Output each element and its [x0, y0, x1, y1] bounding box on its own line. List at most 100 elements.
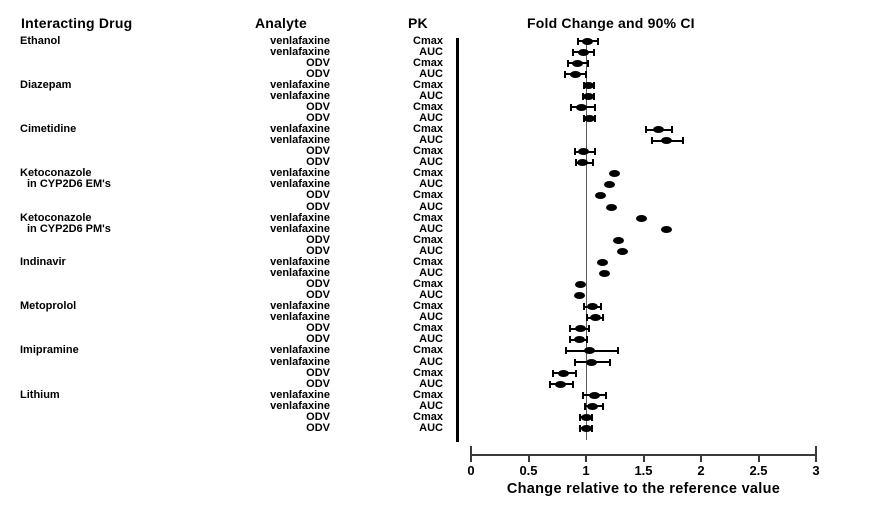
x-axis-tick-label: 3 [812, 463, 820, 478]
analyte-label: ODV [306, 145, 330, 158]
pk-label: Cmax [413, 366, 443, 379]
analyte-label: venlafaxine [270, 45, 330, 58]
analyte-label: ODV [306, 200, 330, 213]
point-estimate-marker [573, 292, 585, 300]
ci-cap-right [594, 103, 597, 111]
analyte-label: venlafaxine [270, 300, 330, 313]
point-estimate-marker [580, 413, 592, 421]
point-estimate-marker [612, 236, 624, 244]
analyte-label: ODV [306, 289, 330, 302]
pk-label: Cmax [413, 233, 443, 246]
drug-label: in CYP2D6 PM's [27, 222, 111, 235]
point-estimate-marker [572, 59, 584, 67]
ci-cap-right [572, 380, 575, 388]
pk-label: Cmax [413, 255, 443, 268]
ci-cap-right [602, 402, 605, 410]
pk-label: AUC [419, 67, 443, 80]
ci-cap-right [593, 92, 596, 100]
ci-cap-right [585, 70, 587, 78]
ci-cap-left [583, 402, 586, 410]
point-estimate-marker [573, 336, 585, 344]
pk-label: Cmax [413, 410, 443, 423]
ci-cap-left [650, 137, 653, 145]
point-estimate-marker [570, 70, 582, 78]
point-estimate-marker [587, 402, 599, 410]
ci-cap-right [593, 81, 596, 89]
x-axis-tick [642, 454, 645, 462]
pk-label: AUC [419, 222, 443, 235]
analyte-label: venlafaxine [270, 34, 330, 47]
drug-label: Ethanol [20, 34, 61, 47]
ci-cap-left [549, 380, 552, 388]
point-estimate-marker [583, 114, 595, 122]
x-axis-tick-label: 2.5 [749, 463, 768, 478]
point-estimate-marker [588, 391, 600, 399]
x-axis-tick [470, 454, 472, 462]
ci-cap-left [581, 391, 584, 399]
analyte-label: venlafaxine [270, 344, 330, 357]
point-estimate-marker [661, 225, 672, 233]
drug-label: Metoprolol [20, 300, 77, 313]
analyte-label: ODV [306, 233, 330, 246]
point-estimate-marker [609, 170, 621, 178]
point-estimate-marker [574, 281, 586, 289]
point-estimate-marker [557, 369, 569, 377]
point-estimate-marker [582, 92, 594, 100]
pk-label: AUC [419, 377, 443, 390]
analyte-label: ODV [306, 333, 330, 346]
pk-label: AUC [419, 289, 443, 302]
analyte-label: venlafaxine [270, 123, 330, 136]
point-estimate-marker [596, 258, 608, 266]
ci-cap-left [568, 325, 571, 333]
pk-label: Cmax [413, 344, 443, 357]
analyte-label: ODV [306, 366, 330, 379]
pk-label: AUC [419, 45, 443, 58]
analyte-label: venlafaxine [270, 78, 330, 91]
ci-cap-right [591, 159, 594, 167]
x-axis-tick [585, 454, 587, 462]
pk-label: Cmax [413, 100, 443, 113]
ci-cap-left [572, 48, 575, 56]
drug-label: Ketoconazole [20, 211, 92, 224]
point-estimate-marker [595, 192, 607, 200]
ci-cap-right [604, 391, 607, 399]
analyte-label: venlafaxine [270, 311, 330, 324]
x-axis-end-tick [470, 446, 472, 454]
point-estimate-marker [583, 347, 595, 355]
analyte-label: ODV [306, 410, 330, 423]
ci-cap-right [593, 48, 596, 56]
pk-label: Cmax [413, 211, 443, 224]
ci-cap-left [581, 92, 584, 100]
analyte-label: venlafaxine [270, 178, 330, 191]
point-estimate-marker [582, 81, 594, 89]
x-axis-tick [527, 454, 530, 462]
pk-label: AUC [419, 266, 443, 279]
ci-cap-right [596, 37, 599, 45]
drug-label: Imipramine [20, 344, 79, 357]
pk-label: Cmax [413, 278, 443, 291]
point-estimate-marker [661, 137, 672, 145]
pk-label: AUC [419, 178, 443, 191]
analyte-label: venlafaxine [270, 355, 330, 368]
drug-label: in CYP2D6 EM's [27, 178, 111, 191]
pk-label: Cmax [413, 322, 443, 335]
column-header-interacting-drug: Interacting Drug [21, 15, 133, 31]
pk-label: AUC [419, 200, 443, 213]
ci-cap-left [574, 159, 577, 167]
pk-label: AUC [419, 134, 443, 147]
pk-label: Cmax [413, 388, 443, 401]
analyte-label: venlafaxine [270, 134, 330, 147]
x-axis-tick-label: 2 [697, 463, 705, 478]
drug-label: Indinavir [20, 255, 66, 268]
pk-label: AUC [419, 156, 443, 169]
plot-title: Fold Change and 90% CI [527, 15, 695, 31]
ci-cap-right [590, 413, 593, 421]
pk-label: Cmax [413, 56, 443, 69]
analyte-label: ODV [306, 377, 330, 390]
ci-cap-left [573, 358, 576, 366]
analyte-label: venlafaxine [270, 89, 330, 102]
point-estimate-marker [589, 314, 601, 322]
analyte-label: ODV [306, 322, 330, 335]
analyte-label: ODV [306, 100, 330, 113]
